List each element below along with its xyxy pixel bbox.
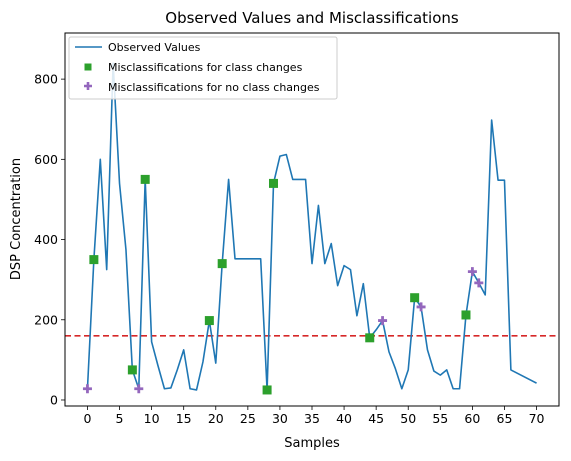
x-axis-label: Samples: [284, 436, 340, 451]
legend-plus-swatch: [84, 82, 92, 90]
y-tick-label: 200: [34, 312, 58, 327]
class-change-marker: [204, 316, 214, 326]
x-tick-label: 0: [83, 411, 91, 426]
no-class-change-marker: [134, 384, 144, 394]
x-tick-label: 30: [272, 411, 288, 426]
y-tick-label: 800: [34, 72, 58, 87]
legend: Observed Values Misclassifications for c…: [68, 36, 338, 100]
x-tick-label: 15: [176, 411, 192, 426]
class-change-marker: [410, 293, 420, 303]
no-class-change-marker: [416, 302, 426, 312]
observed-values-line: [86, 62, 537, 391]
no-class-change-marker: [474, 278, 484, 288]
no-class-change-marker: [378, 316, 388, 326]
class-change-marker: [269, 178, 279, 188]
markers: [82, 174, 484, 395]
x-tick-label: 55: [432, 411, 448, 426]
class-change-marker: [127, 365, 137, 375]
x-tick-label: 60: [464, 411, 480, 426]
x-tick-label: 5: [116, 411, 124, 426]
no-class-change-marker: [82, 384, 92, 394]
x-tick-label: 45: [368, 411, 384, 426]
class-change-marker: [461, 310, 471, 320]
class-change-marker: [365, 333, 375, 343]
axis-ticks: 0 5 10 15 20 25 30 35 40 45 50 55 60 65 70 0 200 400 600 80…: [34, 72, 544, 426]
x-tick-label: 40: [336, 411, 352, 426]
y-tick-label: 0: [50, 392, 58, 407]
class-change-marker: [217, 259, 227, 269]
legend-label-observed: Observed Values: [108, 41, 201, 54]
class-change-marker: [89, 255, 99, 265]
x-tick-label: 70: [529, 411, 545, 426]
x-tick-label: 35: [304, 411, 320, 426]
plot-area: 0 5 10 15 20 25 30 35 40 45 50 55 60 65 70 0 200 400 600 80…: [34, 32, 560, 426]
legend-label-class-change: Misclassifications for class changes: [108, 61, 303, 74]
class-change-marker: [140, 174, 150, 184]
y-tick-label: 400: [34, 232, 58, 247]
chart-title: Observed Values and Misclassifications: [165, 9, 459, 27]
legend-box: [68, 36, 338, 100]
legend-label-no-class-change: Misclassifications for no class changes: [108, 81, 320, 94]
x-tick-label: 20: [208, 411, 224, 426]
no-class-change-marker: [467, 267, 477, 277]
x-tick-label: 25: [240, 411, 256, 426]
x-tick-label: 65: [497, 411, 513, 426]
x-tick-label: 50: [400, 411, 416, 426]
legend-square-swatch: [84, 63, 92, 71]
y-tick-label: 600: [34, 152, 58, 167]
plot-frame: [64, 32, 560, 407]
class-change-marker: [262, 385, 272, 395]
x-tick-label: 10: [144, 411, 160, 426]
y-axis-label: DSP Concentration: [9, 158, 24, 280]
